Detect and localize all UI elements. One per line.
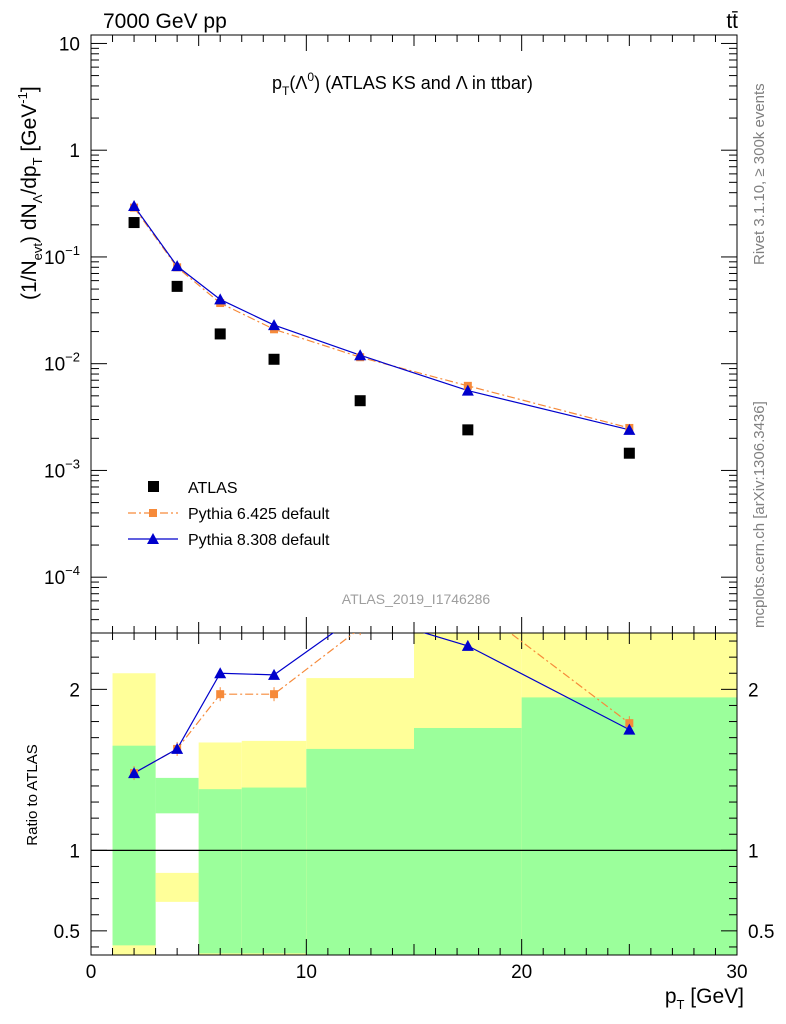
pythia8-line — [133, 205, 630, 431]
y-tick-label: 10−4 — [44, 563, 80, 589]
y-tick-label: 1 — [69, 141, 80, 162]
pythia8-point — [623, 423, 636, 435]
pythia6-line — [133, 207, 630, 429]
ratio-pythia8-point — [354, 608, 366, 619]
ratio-y-tick-label: 2 — [69, 680, 80, 701]
atlas-point — [462, 424, 474, 436]
legend-label-pythia6: Pythia 6.425 default — [188, 506, 330, 523]
pythia8-point — [354, 349, 367, 361]
y-tick-label: 10−3 — [44, 456, 80, 482]
ratio-band-inner — [155, 777, 199, 814]
x-tick-label: 30 — [726, 962, 747, 983]
ratio-y-tick-label: 0.5 — [54, 922, 80, 943]
ratio-pythia8-point — [214, 667, 227, 679]
pythia8-point — [268, 319, 281, 331]
ratio-y-axis-title: Ratio to ATLAS — [24, 744, 41, 845]
pythia8-point — [128, 200, 141, 212]
ratio-series-group — [128, 608, 636, 781]
ratio-band-inner — [521, 697, 737, 955]
ratio-pythia6-point — [270, 690, 279, 699]
atlas-point — [128, 217, 140, 229]
atlas-point — [171, 280, 183, 292]
process-label: tt̄ — [726, 10, 738, 33]
ratio-y-tick-label: 1 — [748, 841, 759, 862]
atlas-point — [623, 447, 635, 459]
rivet-label: Rivet 3.1.10, ≥ 300k events — [751, 83, 768, 265]
ratio-panel: 0 10 20 300.5 0.51 12 2 — [54, 608, 774, 983]
analysis-watermark: ATLAS_2019_I1746286 — [342, 591, 491, 607]
ratio-pythia6-point — [625, 719, 634, 728]
ratio-y-tick-label: 0.5 — [748, 922, 774, 943]
ratio-y-tick-label: 1 — [69, 841, 80, 862]
ratio-pythia8-point — [128, 767, 141, 779]
atlas-point — [268, 353, 280, 365]
legend-marker-pythia8 — [147, 533, 159, 544]
atlas-point — [214, 328, 226, 340]
ratio-band-outer — [155, 872, 199, 902]
ratio-y-tick-label: 2 — [748, 680, 759, 701]
main-panel: 10 1 10−1 10−2 10−3 10−4 — [44, 34, 738, 634]
ratio-band-inner — [306, 748, 414, 955]
y-tick-label: 10−2 — [44, 350, 80, 376]
ratio-band-inner — [198, 789, 242, 954]
ratio-pythia8-point — [461, 639, 474, 651]
legend-label-atlas: ATLAS — [188, 480, 238, 497]
legend: ATLAS Pythia 6.425 default Pythia 8.308 … — [128, 480, 330, 549]
ratio-pythia6-point — [216, 690, 225, 699]
y-tick-label: 10 — [59, 34, 80, 55]
y-tick-label: 10−1 — [44, 243, 80, 269]
legend-marker-atlas — [148, 481, 159, 492]
x-tick-label: 0 — [86, 962, 97, 983]
legend-marker-pythia6 — [149, 509, 157, 517]
ratio-band-inner — [414, 727, 522, 955]
x-tick-label: 10 — [296, 962, 317, 983]
mcplots-label: mcplots.cern.ch [arXiv:1306.3436] — [751, 401, 768, 628]
main-title: pT(Λ0) (ATLAS KS and Λ in ttbar) — [272, 70, 533, 98]
pythia8-point — [461, 384, 474, 396]
x-axis-title: pT [GeV] — [665, 985, 744, 1012]
legend-label-pythia8: Pythia 8.308 default — [188, 532, 330, 549]
atlas-point — [354, 395, 366, 407]
ratio-band-inner — [241, 787, 307, 954]
pythia8-point — [214, 293, 227, 305]
energy-label: 7000 GeV pp — [103, 10, 227, 33]
ratio-pythia8-point — [268, 668, 281, 680]
x-tick-label: 20 — [511, 962, 532, 983]
pythia8-point — [171, 260, 184, 272]
ratio-pythia8-point — [171, 742, 184, 754]
ratio-pythia6-point — [356, 624, 364, 632]
ratio-pythia8-point — [623, 723, 636, 735]
main-y-axis-title: (1/Nevt) dNΛ/dpT [GeV-1] — [15, 86, 45, 300]
